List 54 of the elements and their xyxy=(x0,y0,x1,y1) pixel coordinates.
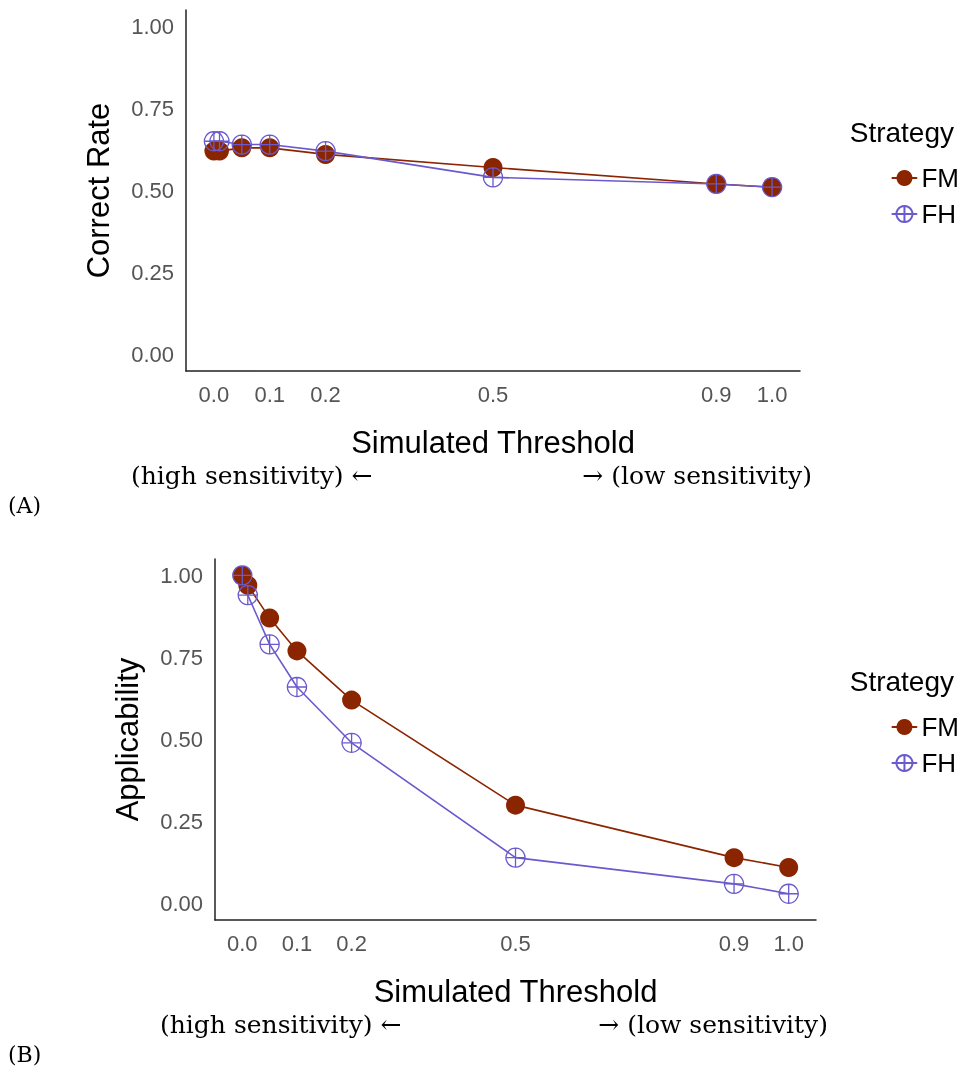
point xyxy=(778,883,799,904)
y-tick-label: 1.00 xyxy=(160,562,203,588)
point xyxy=(505,847,526,868)
x-axis-title: Simulated Threshold xyxy=(373,974,658,1009)
x-tick-label: 1.0 xyxy=(773,930,804,956)
point xyxy=(286,676,308,698)
point xyxy=(237,584,258,606)
text: (high sensitivity) ← xyxy=(160,1010,402,1039)
y-tick-label: 0.50 xyxy=(131,178,174,203)
point xyxy=(482,167,504,188)
text: (A) xyxy=(8,492,42,518)
x-tick-label: 0.5 xyxy=(500,930,531,956)
legend-label: FM xyxy=(921,712,960,742)
x-tick-label: 1.0 xyxy=(756,381,788,407)
y-tick-label: 0.25 xyxy=(131,260,174,286)
point xyxy=(287,641,307,661)
point xyxy=(209,131,230,152)
point xyxy=(724,848,744,868)
x-tick-label: 0.0 xyxy=(198,381,230,407)
x-tick-label: 0.1 xyxy=(281,930,313,956)
text: (B) xyxy=(8,1041,42,1067)
text: (high sensitivity) ← xyxy=(131,461,373,490)
legend-label: FH xyxy=(921,748,957,778)
y-tick-label: 0.75 xyxy=(160,644,203,670)
text: → (low sensitivity) xyxy=(598,1010,828,1039)
point xyxy=(779,858,799,877)
y-tick-label: 0.25 xyxy=(160,809,203,835)
y-axis-title: Correct Rate xyxy=(81,102,116,279)
y-tick-label: 0.00 xyxy=(131,342,174,368)
legend-label: FM xyxy=(921,163,960,193)
x-tick-label: 0.0 xyxy=(227,930,258,956)
x-tick-label: 0.5 xyxy=(477,381,509,407)
x-axis-title: Simulated Threshold xyxy=(351,425,635,460)
text: → (low sensitivity) xyxy=(582,461,812,490)
legend-label: FH xyxy=(921,199,957,229)
point xyxy=(342,690,362,710)
y-axis-title: Applicability xyxy=(110,657,145,822)
y-tick-label: 0.50 xyxy=(160,727,203,752)
point xyxy=(723,873,745,895)
y-tick-label: 1.00 xyxy=(131,13,174,39)
legend-title: Strategy xyxy=(849,116,955,148)
point xyxy=(260,608,280,628)
y-tick-label: 0.00 xyxy=(160,891,203,917)
x-tick-label: 0.1 xyxy=(254,381,286,407)
point xyxy=(203,131,225,152)
x-tick-label: 0.9 xyxy=(700,381,732,407)
x-tick-label: 0.9 xyxy=(718,930,750,956)
x-tick-label: 0.2 xyxy=(310,381,341,407)
point xyxy=(506,795,525,815)
point xyxy=(259,634,280,655)
x-tick-label: 0.2 xyxy=(336,930,367,956)
legend-title: Strategy xyxy=(849,665,955,697)
y-tick-label: 0.75 xyxy=(131,95,174,121)
point xyxy=(341,732,362,753)
